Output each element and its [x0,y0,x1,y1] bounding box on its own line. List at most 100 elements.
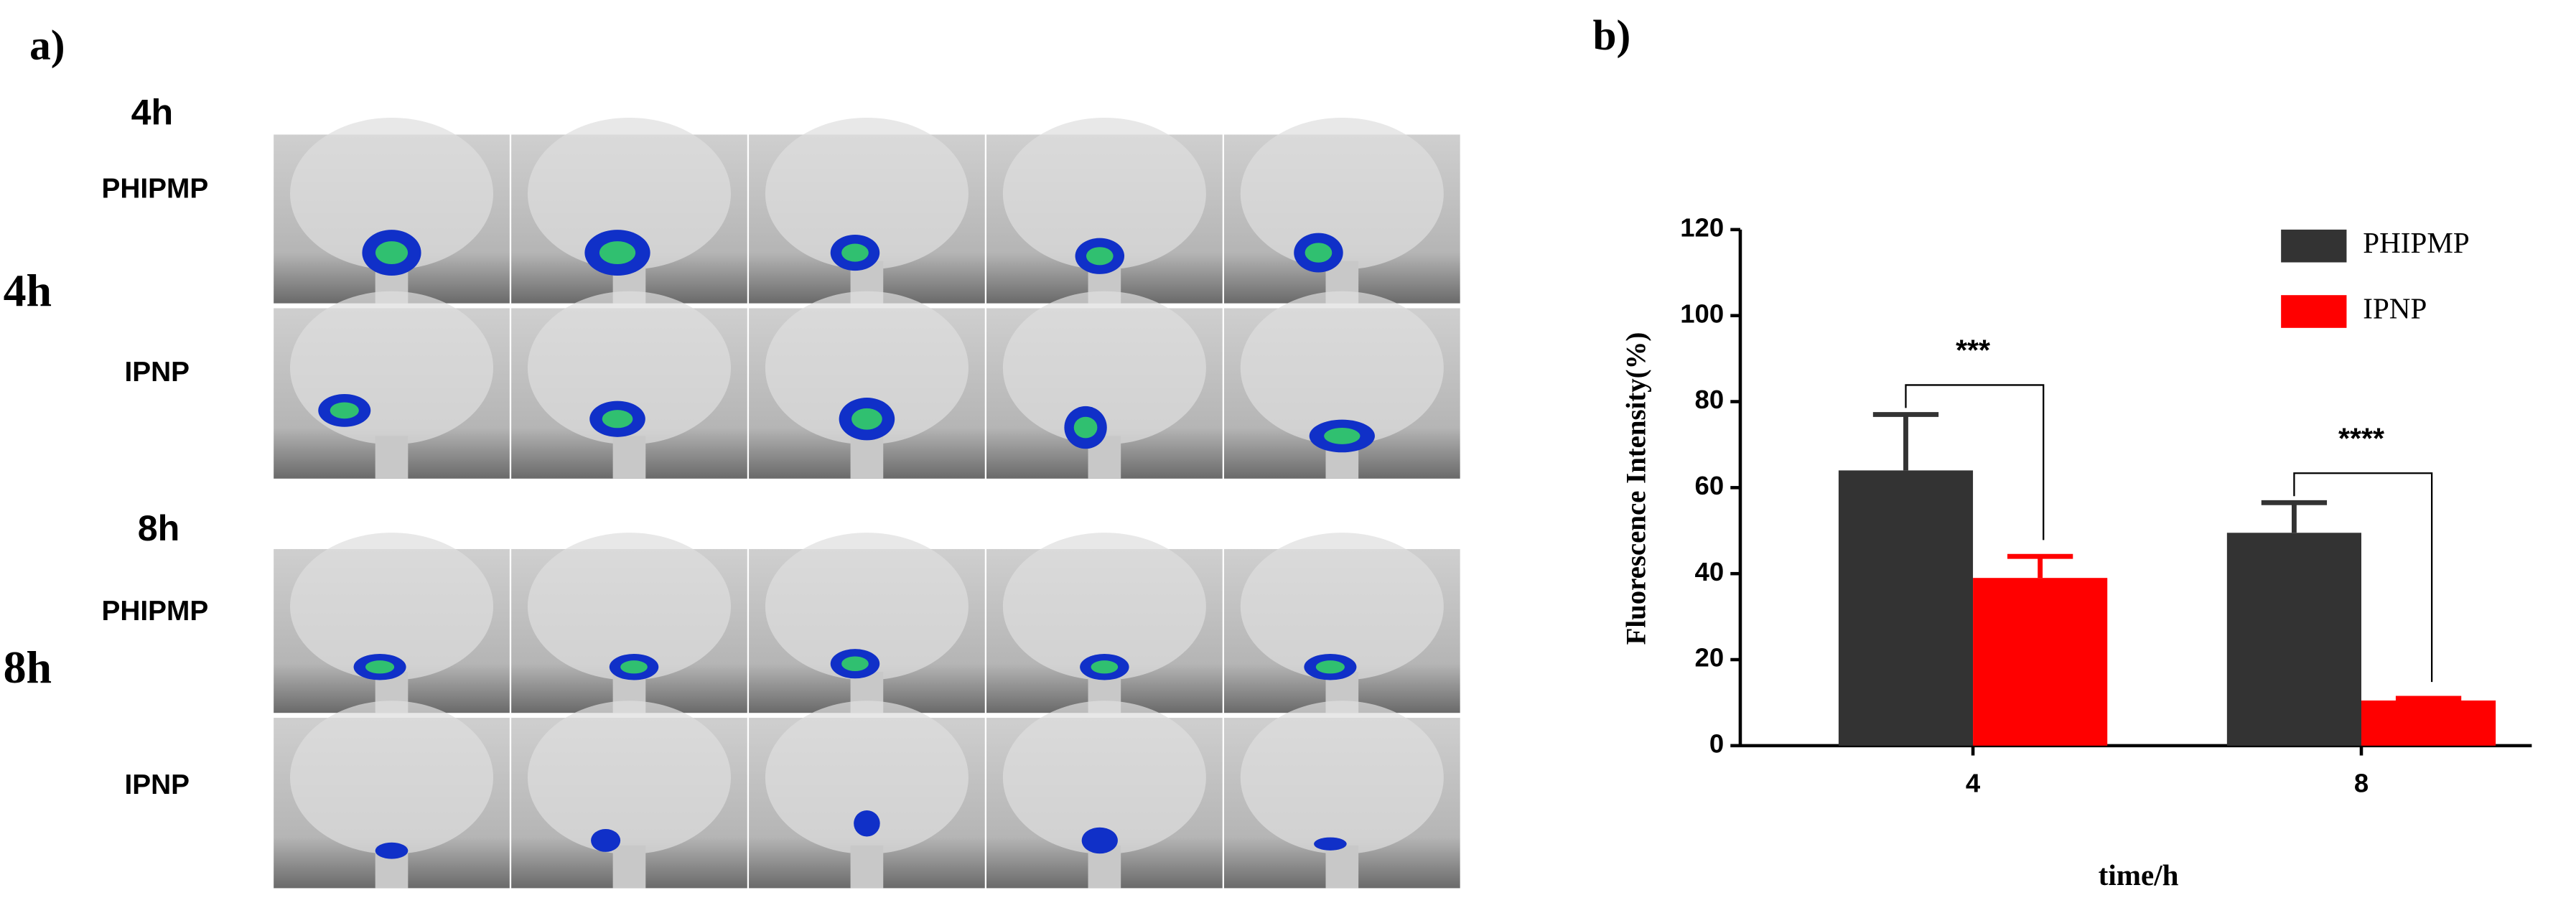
tail-base [612,436,646,479]
legend-label: PHIPMP [2363,226,2469,259]
significance-bracket [1905,384,2045,540]
tail-base [850,846,884,889]
tail-base [612,846,646,889]
y-tick-label: 40 [1695,557,1725,586]
panel-label: b) [1593,11,1631,59]
mouse-image [511,533,747,713]
x-tick-label: 4 [1966,768,1981,797]
signal-inner [1086,247,1114,266]
time-label: 4h [131,92,174,132]
mouse-image [511,701,747,889]
significance-label: *** [1956,334,1990,367]
mouse-body [1240,117,1444,270]
legend-label: IPNP [2363,291,2427,324]
signal-inner [620,660,648,674]
mouse-body [1002,533,1206,680]
signal-inner [841,656,869,671]
mouse-body [289,533,494,680]
mouse-image [511,117,747,304]
signal-inner [1324,428,1361,444]
signal-inner [1305,243,1333,263]
signal-inner [841,243,869,262]
mouse-body [527,701,731,854]
x-axis-label: time/h [2099,858,2179,891]
bar [2361,700,2496,746]
bar [1838,470,1974,746]
mouse-image [274,291,510,479]
signal-inner [1091,660,1119,674]
mouse-image [986,701,1223,889]
x-tick-label: 8 [2354,768,2369,797]
mouse-image [511,291,747,479]
time-label: 8h [138,508,180,548]
mouse-image [986,117,1223,304]
mouse-body [1240,701,1444,854]
signal-inner [375,241,409,265]
mouse-image [274,701,510,889]
mouse-image [986,291,1223,479]
signal-outer [1081,827,1118,854]
row-label: IPNP [124,357,190,388]
panel-label: a) [29,21,65,68]
signal-inner [365,660,395,674]
tail-base [1325,846,1359,889]
legend-swatch [2281,229,2347,263]
time-label: 8h [4,642,52,693]
y-tick-label: 120 [1680,213,1724,243]
mouse-image [749,117,985,304]
mouse-body [289,701,494,854]
y-tick-label: 0 [1709,729,1724,758]
significance-bracket [2293,472,2433,683]
row-label: PHIPMP [102,596,209,627]
y-tick-label: 20 [1695,643,1725,673]
significance-label: **** [2338,421,2384,454]
bar [1973,578,2108,746]
row-label: PHIPMP [102,173,209,204]
mouse-body [527,533,731,680]
mouse-body [765,701,969,854]
mouse-body [1002,117,1206,270]
signal-outer [591,828,621,852]
mouse-body [765,533,969,680]
signal-inner [599,241,636,265]
mouse-body [527,117,731,270]
row-label: IPNP [124,769,190,800]
signal-inner [1073,416,1098,439]
time-label: 4h [4,265,52,316]
mouse-body [1002,701,1206,854]
y-tick-label: 60 [1695,471,1725,500]
mouse-image [749,701,985,889]
mouse-body [289,117,494,270]
mouse-image [1223,533,1460,713]
mouse-body [765,117,969,270]
bar [2226,533,2361,746]
mouse-image [749,533,985,713]
panel-a: a) 4h PHIPMP 4h IPNP 8h PHIPMP 8h IPNP [4,21,1460,889]
y-axis-label: Fluorescence Intensity(%) [1620,332,1651,645]
mouse-body [1240,533,1444,680]
signal-inner [1315,660,1345,674]
tail-base [375,436,409,479]
signal-outer [375,842,409,859]
signal-inner [602,410,633,429]
mouse-image [1223,701,1460,889]
panel-b: b) Fluorescence Intensity(%) time/h 0 20 4… [1593,11,2532,891]
mouse-image [749,291,985,479]
mouse-image [274,533,510,713]
signal-outer [854,810,880,837]
legend-swatch [2281,295,2347,328]
y-tick-label: 100 [1680,299,1724,328]
mouse-image [1223,117,1460,304]
mouse-image [274,117,510,304]
signal-inner [851,408,882,430]
mouse-body [1240,291,1444,445]
tail-base [850,436,884,479]
mouse-image [986,533,1223,713]
mouse-image [1223,291,1460,479]
y-tick-label: 80 [1695,385,1725,414]
signal-inner [330,402,359,419]
mouse-body [289,291,494,445]
mouse-body [765,291,969,445]
